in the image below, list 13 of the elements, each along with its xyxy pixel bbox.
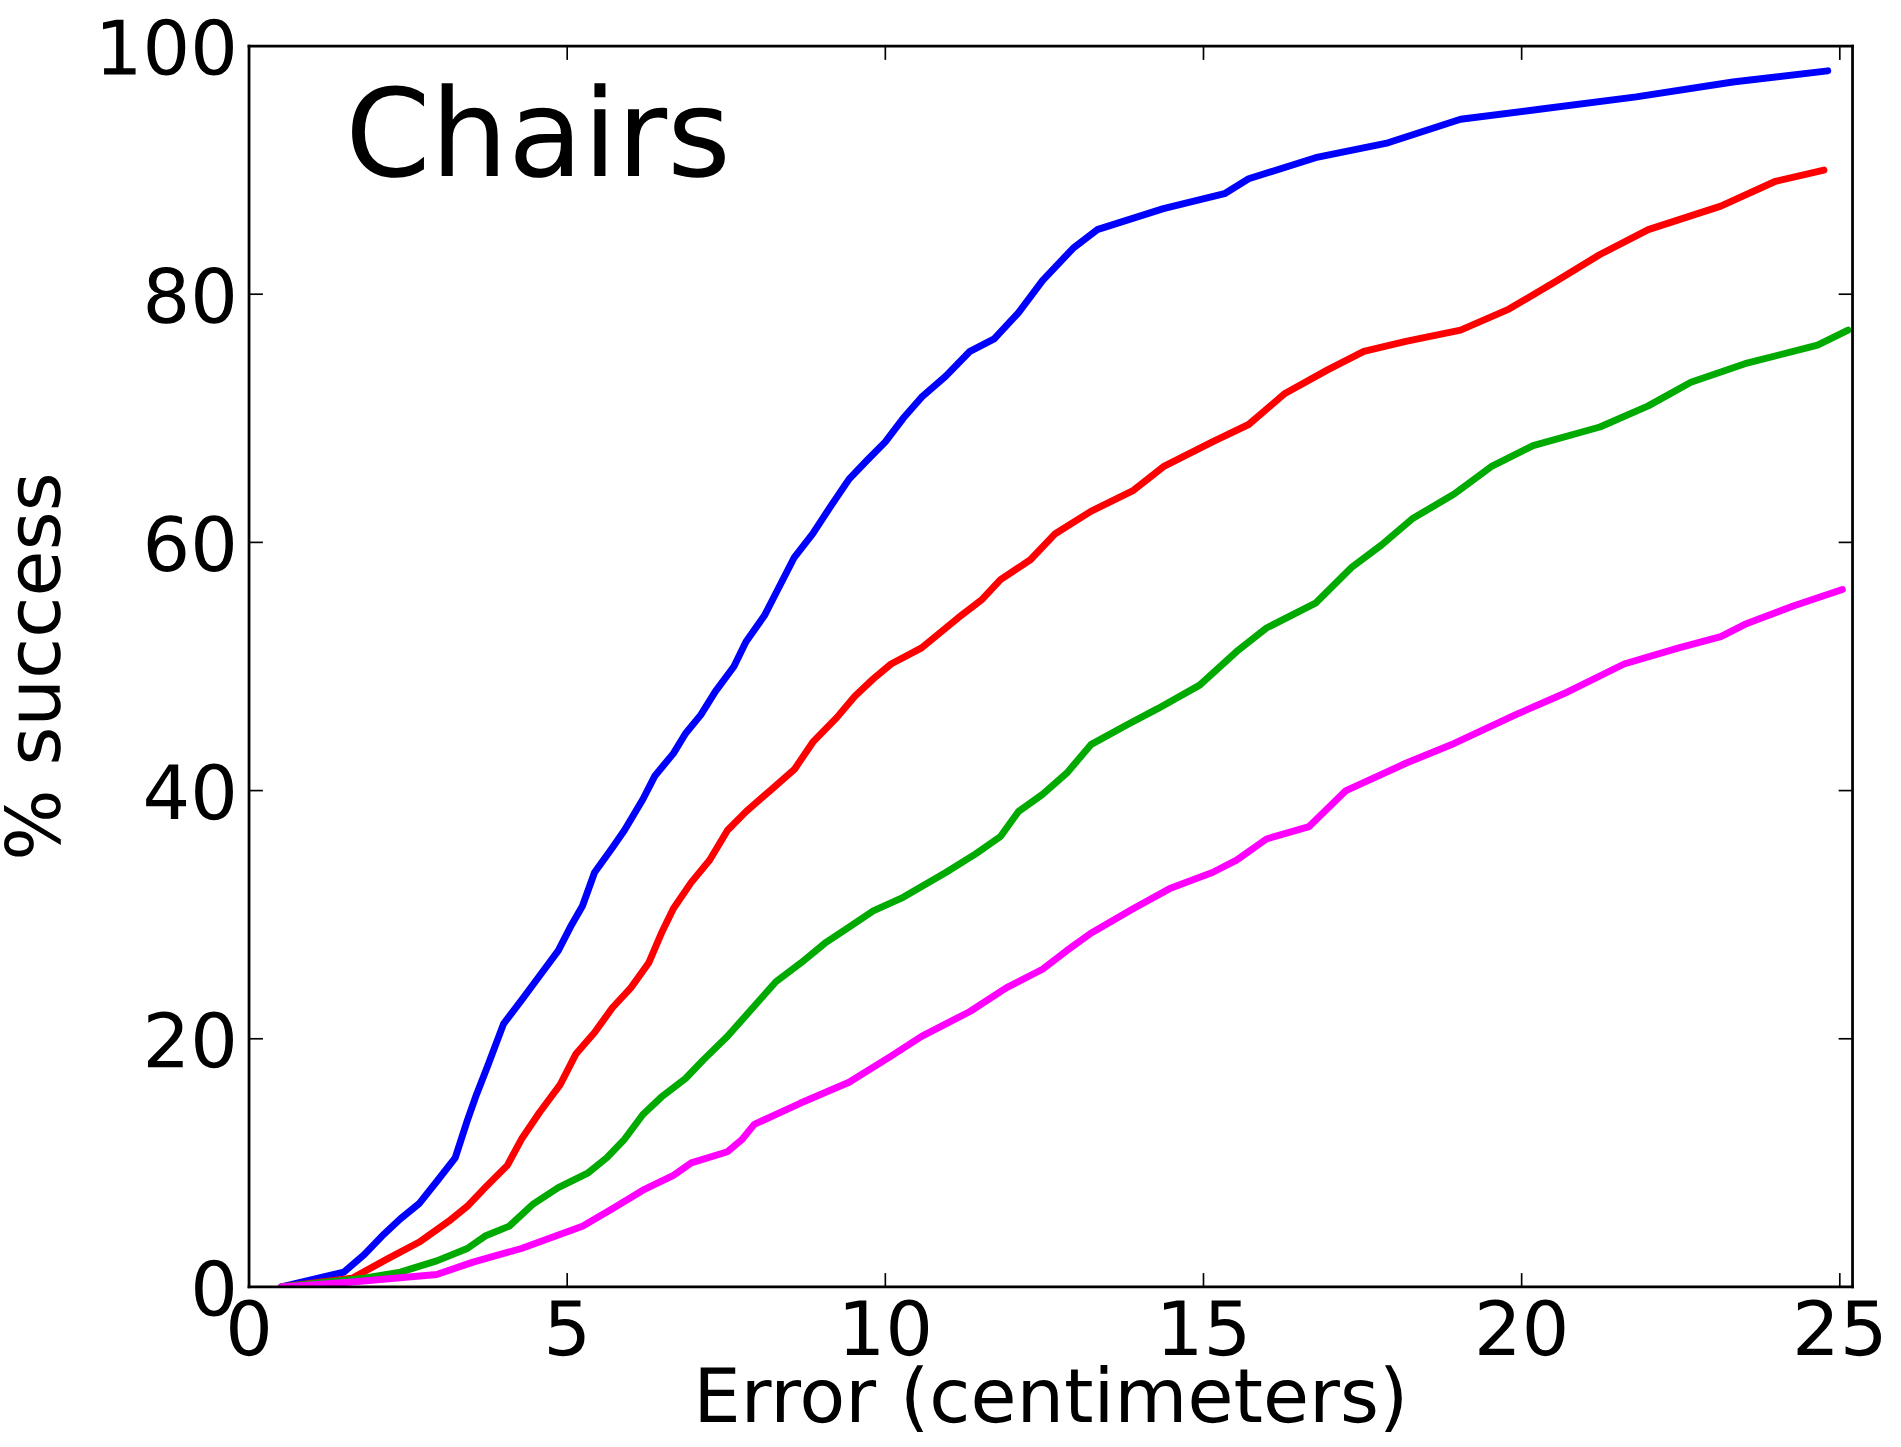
x-tick-label: 10 <box>845 1299 929 1357</box>
y-axis-title: % success <box>4 475 61 857</box>
y-tick-label: 80 <box>147 267 233 324</box>
x-tick-label: 25 <box>1797 1299 1881 1357</box>
x-tick-label: 15 <box>1164 1300 1245 1357</box>
x-tick-label: 20 <box>1479 1299 1565 1357</box>
y-tick-label: 60 <box>147 515 233 572</box>
x-tick-label: 5 <box>549 1300 585 1357</box>
y-tick-label: 100 <box>103 18 233 76</box>
y-tick-label: 20 <box>147 1011 233 1069</box>
y-tick-label: 40 <box>146 763 233 821</box>
chart-title: Chairs <box>352 83 725 178</box>
x-axis-title: Error (centimeters) <box>700 1365 1402 1432</box>
